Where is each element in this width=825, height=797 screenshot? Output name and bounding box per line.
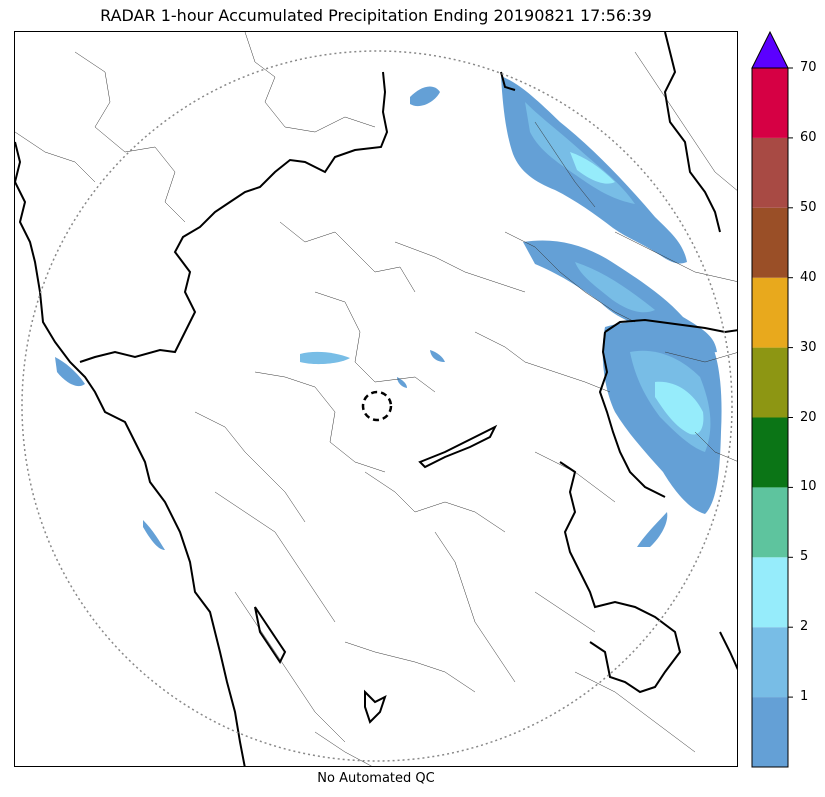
colorbar-extend-arrow: [751, 30, 789, 69]
map-canvas: [15, 32, 737, 766]
colorbar-segment: [752, 697, 788, 767]
colorbar: 1 2 5 10 20 30 40 50 60 70: [740, 28, 825, 773]
precip-southwest-streak: [143, 520, 165, 550]
precip-band-high-north: [570, 152, 615, 184]
colorbar-tick-label: 50: [800, 199, 817, 215]
colorbar-segment: [752, 627, 788, 698]
precip-scattered-3: [397, 377, 407, 388]
colorbar-segment: [752, 557, 788, 628]
colorbar-segment: [752, 417, 788, 488]
radar-map[interactable]: [14, 31, 738, 767]
colorbar-segment: [752, 277, 788, 348]
colorbar-canvas: [751, 30, 793, 768]
colorbar-tick-label: 10: [800, 479, 817, 495]
precip-scattered-1: [300, 351, 350, 365]
district-borders: [15, 32, 737, 766]
colorbar-segment: [752, 207, 788, 278]
colorbar-tick-label: 5: [800, 549, 809, 565]
colorbar-segment: [752, 137, 788, 208]
state-borders: [15, 32, 737, 766]
qc-note: No Automated QC: [317, 771, 435, 786]
precip-coast-west: [55, 357, 85, 387]
precip-scattered-2: [430, 350, 445, 362]
colorbar-segment: [752, 487, 788, 558]
precip-cell-northcentral: [410, 86, 440, 107]
precip-band-east-high: [655, 381, 704, 435]
colorbar-tick-label: 40: [800, 269, 817, 285]
colorbar-tick-label: 30: [800, 339, 817, 355]
colorbar-tick-label: 70: [800, 60, 817, 75]
map-title: RADAR 1-hour Accumulated Precipitation E…: [100, 6, 652, 25]
precip-band-mid-core: [575, 262, 655, 313]
colorbar-segment: [752, 347, 788, 418]
precipitation-layer: [55, 76, 722, 550]
colorbar-segment: [752, 68, 788, 138]
colorbar-tick-label: 1: [800, 689, 809, 705]
radar-range-ring: [21, 50, 733, 762]
precip-southeast-streak: [637, 512, 668, 547]
colorbar-tick-label: 2: [800, 619, 809, 635]
colorbar-tick-label: 60: [800, 129, 817, 145]
radar-site-icon: [361, 390, 393, 422]
colorbar-tick-label: 20: [800, 409, 817, 425]
